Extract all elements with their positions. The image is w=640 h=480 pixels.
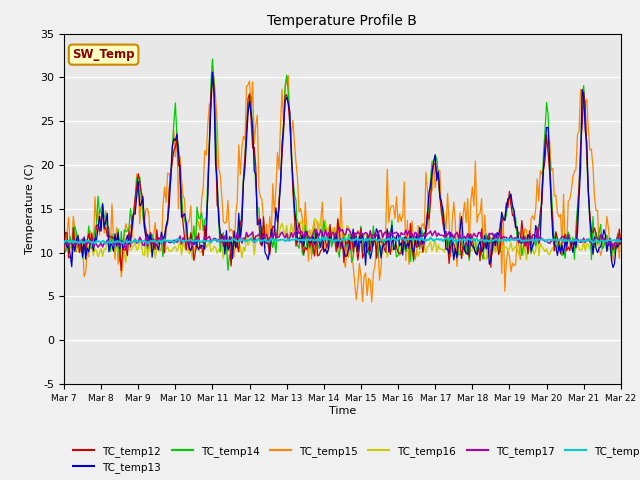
Y-axis label: Temperature (C): Temperature (C) <box>24 163 35 254</box>
Text: SW_Temp: SW_Temp <box>72 48 135 61</box>
X-axis label: Time: Time <box>329 406 356 416</box>
Title: Temperature Profile B: Temperature Profile B <box>268 14 417 28</box>
Legend: TC_temp12, TC_temp13, TC_temp14, TC_temp15, TC_temp16, TC_temp17, TC_temp18: TC_temp12, TC_temp13, TC_temp14, TC_temp… <box>69 442 640 477</box>
